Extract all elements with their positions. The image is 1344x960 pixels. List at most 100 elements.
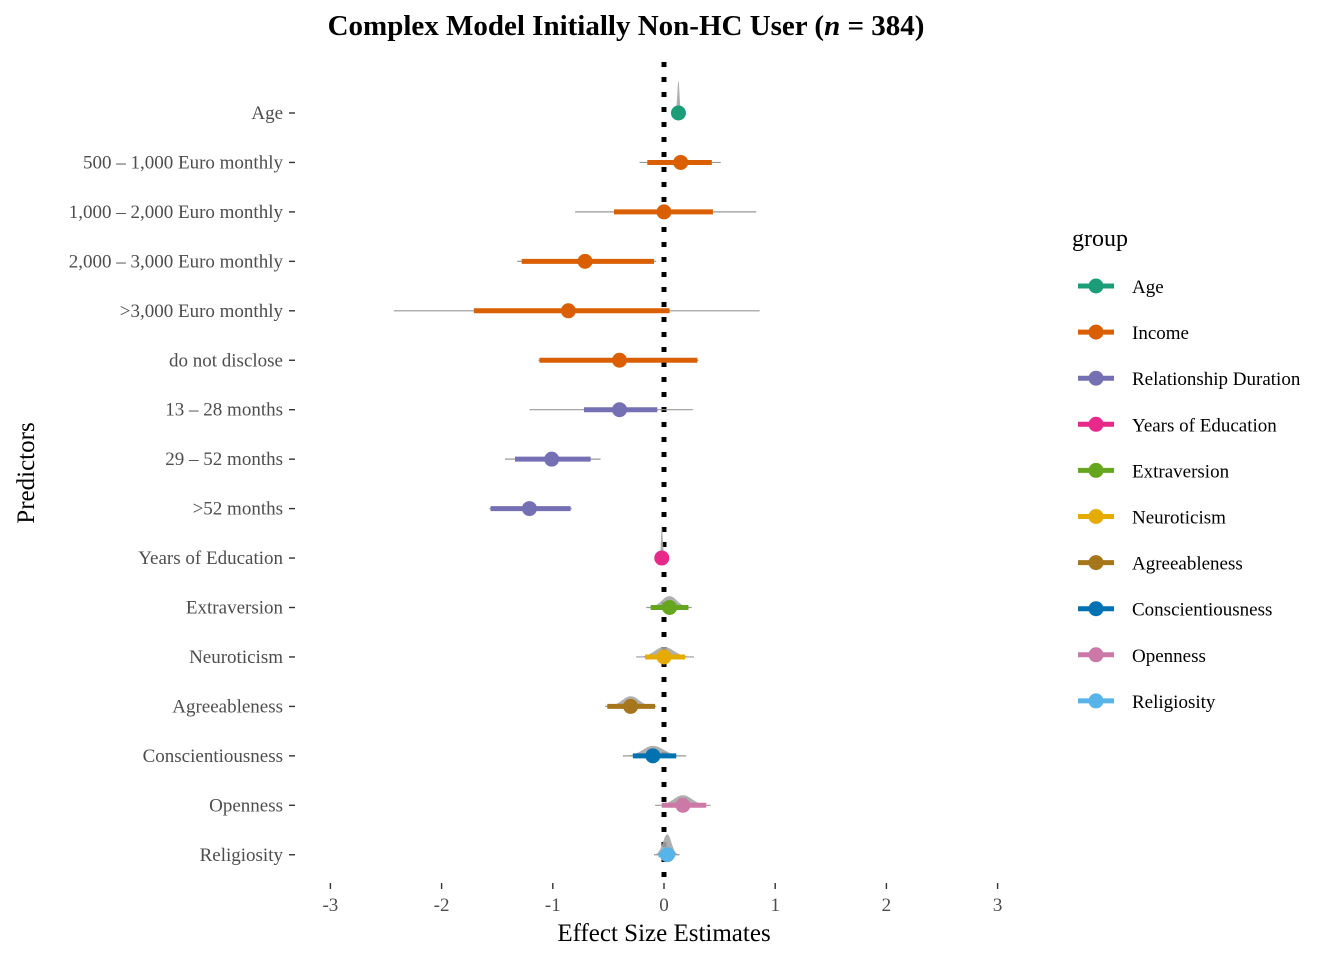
y-tick-label: 2,000 – 3,000 Euro monthly bbox=[69, 251, 284, 272]
y-axis-title: Predictors bbox=[13, 422, 40, 523]
legend-key-point bbox=[1088, 647, 1104, 663]
legend-key-point bbox=[1088, 278, 1104, 294]
legend-key-point bbox=[1088, 601, 1104, 617]
point-estimate bbox=[544, 451, 560, 467]
chart-title-tail: = 384) bbox=[840, 10, 924, 42]
predictor-row-do-not-disclose bbox=[538, 352, 699, 368]
legend-label: Relationship Duration bbox=[1132, 369, 1301, 390]
y-tick-label: Religiosity bbox=[200, 845, 284, 866]
predictor-row-years-of-education bbox=[654, 526, 670, 566]
point-estimate bbox=[670, 105, 686, 121]
legend-item-income: Income bbox=[1078, 323, 1189, 344]
posterior-density bbox=[675, 81, 682, 113]
legend-label: Extraversion bbox=[1132, 461, 1230, 482]
chart-title-n: n bbox=[824, 10, 840, 42]
predictor-row-3-000-euro-monthly bbox=[393, 303, 760, 319]
predictor-row-openness bbox=[655, 795, 711, 813]
point-estimate bbox=[675, 797, 691, 813]
y-tick-label: Neuroticism bbox=[189, 647, 283, 668]
legend-item-religiosity: Religiosity bbox=[1078, 692, 1216, 713]
legend-label: Agreeableness bbox=[1132, 554, 1243, 575]
posterior-density bbox=[659, 526, 666, 559]
y-tick-label: Extraversion bbox=[186, 598, 284, 619]
predictor-row-extraversion bbox=[646, 596, 692, 615]
x-tick-label: -3 bbox=[322, 895, 338, 916]
y-tick-label: >3,000 Euro monthly bbox=[120, 301, 284, 322]
legend-key-point bbox=[1088, 555, 1104, 571]
legend-key-point bbox=[1088, 416, 1104, 432]
y-tick-label: 500 – 1,000 Euro monthly bbox=[83, 152, 284, 173]
legend-item-openness: Openness bbox=[1078, 646, 1206, 667]
legend-key-point bbox=[1088, 370, 1104, 386]
point-estimate bbox=[662, 600, 678, 615]
point-estimate bbox=[612, 352, 628, 368]
predictor-row-52-months bbox=[489, 501, 572, 517]
x-tick-label: 3 bbox=[993, 895, 1003, 916]
legend-item-extraversion: Extraversion bbox=[1078, 461, 1230, 482]
y-tick-label: 29 – 52 months bbox=[165, 449, 283, 470]
predictor-rows bbox=[393, 81, 760, 863]
predictor-row-neuroticism bbox=[636, 646, 695, 665]
chart-title: Complex Model Initially Non-HC User (n =… bbox=[328, 10, 925, 42]
point-estimate bbox=[560, 303, 576, 319]
x-tick-label: 2 bbox=[882, 895, 892, 916]
legend-item-agreeableness: Agreeableness bbox=[1078, 554, 1243, 575]
point-estimate bbox=[656, 204, 672, 220]
predictor-row-500-1-000-euro-monthly bbox=[639, 154, 721, 170]
x-axis: -3 -2 -1 0 1 2 3 bbox=[322, 883, 1002, 916]
legend-title: group bbox=[1072, 226, 1128, 252]
y-axis: Age 500 – 1,000 Euro monthly 1,000 – 2,000… bbox=[69, 103, 295, 866]
x-tick-label: 0 bbox=[659, 895, 669, 916]
legend-label: Conscientiousness bbox=[1132, 600, 1272, 621]
point-estimate bbox=[521, 501, 537, 517]
y-tick-label: do not disclose bbox=[169, 350, 283, 371]
x-tick-label: 1 bbox=[770, 895, 780, 916]
predictor-row-29-52-months bbox=[504, 451, 601, 467]
point-estimate bbox=[623, 698, 639, 714]
predictor-row-1-000-2-000-euro-monthly bbox=[575, 204, 757, 220]
chart-title-main: Complex Model Initially Non-HC User ( bbox=[328, 10, 824, 42]
y-tick-label: >52 months bbox=[193, 499, 283, 520]
y-tick-label: 1,000 – 2,000 Euro monthly bbox=[69, 202, 284, 223]
legend-key-point bbox=[1088, 509, 1104, 524]
legend-key-point bbox=[1088, 693, 1104, 709]
point-estimate bbox=[645, 748, 661, 764]
legend: group Age Income Relationship Duration Year… bbox=[1072, 226, 1301, 713]
x-tick-label: -1 bbox=[545, 895, 561, 916]
y-tick-label: 13 – 28 months bbox=[165, 400, 283, 421]
legend-label: Age bbox=[1132, 277, 1164, 298]
legend-label: Openness bbox=[1132, 646, 1206, 667]
point-estimate bbox=[656, 649, 672, 665]
posterior-density bbox=[653, 834, 680, 855]
legend-label: Years of Education bbox=[1132, 415, 1277, 436]
predictor-row-13-28-months bbox=[529, 402, 693, 418]
y-tick-label: Years of Education bbox=[138, 548, 283, 569]
y-tick-label: Age bbox=[251, 103, 283, 124]
point-estimate bbox=[577, 253, 593, 269]
predictor-row-2-000-3-000-euro-monthly bbox=[517, 253, 657, 269]
legend-item-relationship-duration: Relationship Duration bbox=[1078, 369, 1301, 390]
y-tick-label: Openness bbox=[209, 795, 283, 816]
x-axis-title: Effect Size Estimates bbox=[557, 920, 770, 947]
legend-item-conscientiousness: Conscientiousness bbox=[1078, 600, 1272, 621]
predictor-row-conscientiousness bbox=[622, 745, 687, 764]
legend-label: Religiosity bbox=[1132, 692, 1216, 713]
legend-item-neuroticism: Neuroticism bbox=[1078, 508, 1226, 529]
legend-label: Income bbox=[1132, 323, 1189, 344]
y-tick-label: Conscientiousness bbox=[143, 746, 283, 767]
legend-item-years-of-education: Years of Education bbox=[1078, 415, 1277, 436]
predictor-row-age bbox=[670, 81, 686, 121]
point-estimate bbox=[673, 154, 689, 170]
legend-item-age: Age bbox=[1078, 277, 1164, 298]
x-tick-label: -2 bbox=[434, 895, 450, 916]
predictor-row-religiosity bbox=[653, 834, 680, 863]
point-estimate bbox=[659, 847, 675, 863]
predictor-row-agreeableness bbox=[605, 696, 657, 714]
point-estimate bbox=[654, 550, 670, 566]
legend-label: Neuroticism bbox=[1132, 508, 1226, 529]
point-estimate bbox=[612, 402, 628, 418]
y-tick-label: Agreeableness bbox=[172, 696, 283, 717]
legend-key-point bbox=[1088, 324, 1104, 340]
legend-key-point bbox=[1088, 462, 1104, 478]
